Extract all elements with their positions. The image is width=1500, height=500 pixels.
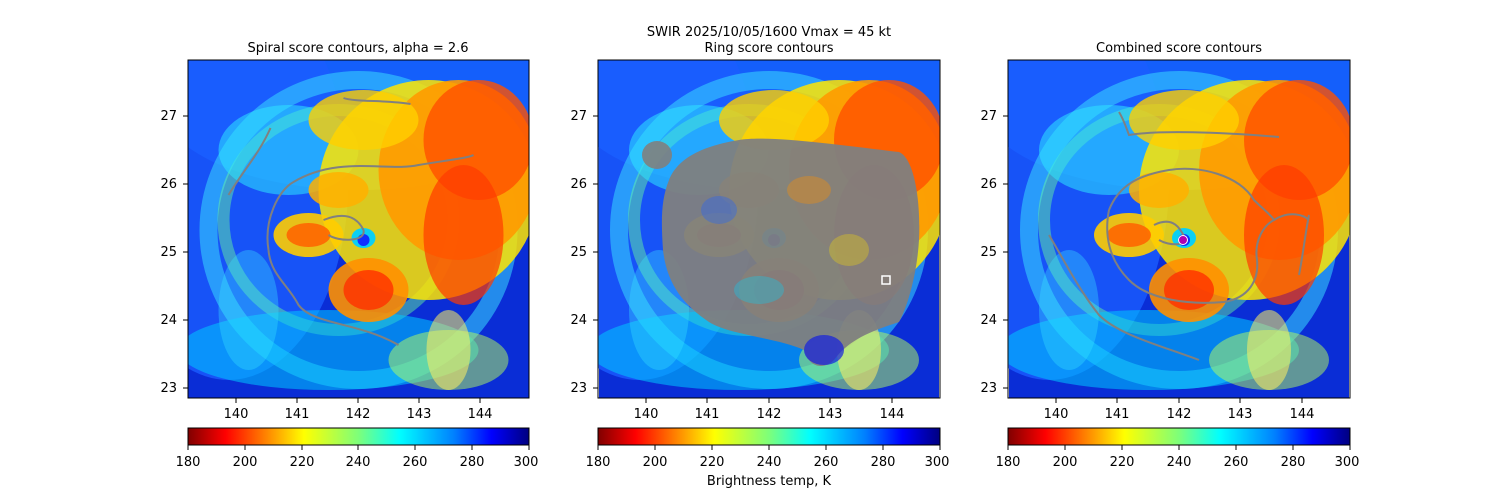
panel-title-combined: Combined score contours	[1096, 41, 1262, 56]
cbar-tick-180: 180	[586, 455, 611, 470]
x-axis-combined: 140 141 142 143 144	[1044, 398, 1315, 422]
combined-center-marker	[1178, 235, 1188, 245]
cbar-tick-220: 220	[700, 455, 725, 470]
y-tick-25: 25	[160, 245, 177, 260]
colorbar-label: Brightness temp, K	[707, 474, 832, 489]
x-tick-143: 143	[1228, 407, 1253, 422]
cbar-tick-260: 260	[1224, 455, 1249, 470]
x-tick-141: 141	[695, 407, 720, 422]
x-tick-144: 144	[880, 407, 905, 422]
y-tick-24: 24	[570, 313, 587, 328]
heatmap-combined	[929, 0, 1379, 398]
cbar-tick-300: 300	[1335, 455, 1360, 470]
cbar-tick-280: 280	[460, 455, 485, 470]
y-tick-24: 24	[980, 313, 997, 328]
cbar-tick-280: 280	[871, 455, 896, 470]
y-tick-23: 23	[980, 381, 997, 396]
x-tick-141: 141	[1105, 407, 1130, 422]
y-tick-25: 25	[570, 245, 587, 260]
cbar-tick-200: 200	[643, 455, 668, 470]
y-tick-26: 26	[980, 177, 997, 192]
figure-suptitle: SWIR 2025/10/05/1600 Vmax = 45 kt	[647, 25, 891, 40]
cbar-tick-300: 300	[925, 455, 950, 470]
x-tick-143: 143	[407, 407, 432, 422]
cbar-tick-240: 240	[346, 455, 371, 470]
cbar-tick-200: 200	[1053, 455, 1078, 470]
y-axis-combined: 27 26 25 24 23	[980, 109, 1008, 396]
panel-spiral: Spiral score contours, alpha = 2.6 27 26…	[109, 0, 559, 470]
x-tick-144: 144	[1290, 407, 1315, 422]
panel-title-spiral: Spiral score contours, alpha = 2.6	[247, 41, 468, 56]
cbar-tick-220: 220	[290, 455, 315, 470]
y-tick-27: 27	[980, 109, 997, 124]
y-tick-26: 26	[570, 177, 587, 192]
x-tick-140: 140	[634, 407, 659, 422]
combined-contours	[1048, 111, 1310, 361]
cbar-tick-220: 220	[1110, 455, 1135, 470]
x-tick-142: 142	[1167, 407, 1192, 422]
colorbar-spiral: 180 200 220 240 260 280 300	[176, 427, 539, 470]
x-tick-141: 141	[285, 407, 310, 422]
y-axis-ring: 27 26 25 24 23	[570, 109, 598, 396]
cbar-tick-240: 240	[757, 455, 782, 470]
cbar-tick-300: 300	[514, 455, 539, 470]
y-axis-spiral: 27 26 25 24 23	[160, 109, 188, 396]
panel-title-ring: Ring score contours	[704, 41, 833, 56]
x-tick-143: 143	[818, 407, 843, 422]
ring-max-marker	[881, 275, 891, 285]
spiral-contours	[227, 97, 475, 346]
y-tick-23: 23	[570, 381, 587, 396]
y-tick-27: 27	[160, 109, 177, 124]
cbar-tick-260: 260	[814, 455, 839, 470]
x-tick-142: 142	[346, 407, 371, 422]
y-tick-25: 25	[980, 245, 997, 260]
y-tick-24: 24	[160, 313, 177, 328]
y-tick-27: 27	[570, 109, 587, 124]
heatmap-spiral	[109, 0, 559, 398]
cbar-tick-240: 240	[1167, 455, 1192, 470]
panel-combined: Combined score contours 27 26 25 24 23 1…	[929, 0, 1379, 470]
y-tick-23: 23	[160, 381, 177, 396]
x-tick-142: 142	[757, 407, 782, 422]
x-axis-spiral: 140 141 142 143 144	[224, 398, 493, 422]
colorbar-ring: 180 200 220 240 260 280 300 Brightness t…	[586, 427, 950, 489]
y-tick-26: 26	[160, 177, 177, 192]
x-tick-140: 140	[1044, 407, 1069, 422]
x-tick-140: 140	[224, 407, 249, 422]
x-axis-ring: 140 141 142 143 144	[634, 398, 905, 422]
ring-contours	[642, 138, 920, 366]
cbar-tick-200: 200	[233, 455, 258, 470]
cbar-tick-180: 180	[176, 455, 201, 470]
x-tick-144: 144	[468, 407, 493, 422]
cbar-tick-260: 260	[403, 455, 428, 470]
colorbar-combined: 180 200 220 240 260 280 300	[996, 427, 1360, 470]
cbar-tick-280: 280	[1281, 455, 1306, 470]
heatmap-ring	[519, 0, 969, 398]
cbar-tick-180: 180	[996, 455, 1021, 470]
panel-ring: Ring score contours 27 26 25 24 23 140	[519, 0, 969, 489]
